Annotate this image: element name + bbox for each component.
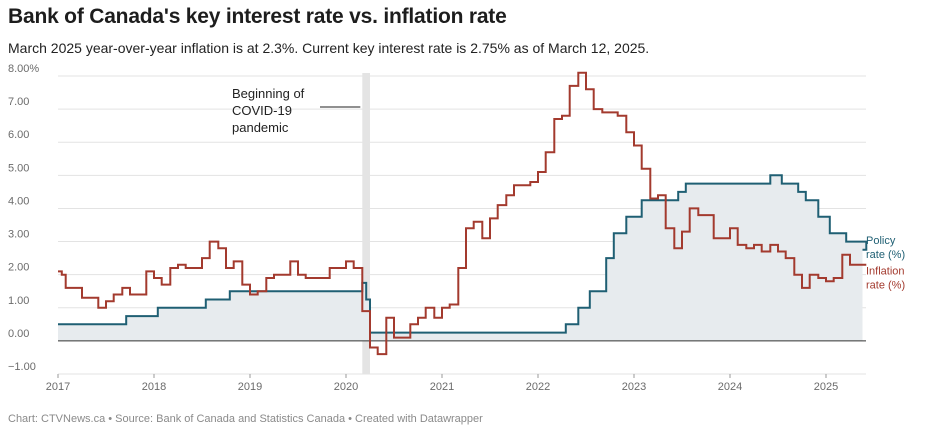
x-tick-label: 2022: [526, 381, 550, 393]
annotation-text: pandemic: [232, 120, 289, 135]
chart-footer: Chart: CTVNews.ca • Source: Bank of Cana…: [8, 413, 483, 425]
y-tick-label: 2.00: [8, 262, 29, 274]
chart-subtitle: March 2025 year-over-year inflation is a…: [8, 40, 650, 56]
chart-title: Bank of Canada's key interest rate vs. i…: [8, 5, 507, 28]
annotation-text: Beginning of: [232, 86, 305, 101]
y-tick-label: 1.00: [8, 295, 29, 307]
inflation-rate-label: Inflation: [866, 266, 905, 278]
policy-rate-fill: [58, 175, 867, 341]
y-axis-ticks: 8.00% 7.00 6.00 5.00 4.00 3.00 2.00 1.00 0.00 −1.…: [8, 63, 39, 373]
y-tick-label: 3.00: [8, 229, 29, 241]
x-tick-label: 2024: [718, 381, 742, 393]
covid-shading: [362, 73, 370, 374]
series-lines: [58, 71, 868, 356]
y-tick-label: −1.00: [8, 361, 36, 373]
policy-rate-label: rate (%): [866, 249, 905, 261]
x-tick-label: 2017: [46, 381, 70, 393]
x-tick-label: 2023: [622, 381, 646, 393]
annotation-text: COVID-19: [232, 103, 292, 118]
y-tick-label: 7.00: [8, 96, 29, 108]
y-tick-label: 5.00: [8, 162, 29, 174]
x-axis-ticks: 2017 2018 2019 2020 2021 2022 2023 2024 2025: [46, 374, 838, 393]
y-tick-label: 4.00: [8, 195, 29, 207]
x-tick-label: 2020: [334, 381, 358, 393]
x-tick-label: 2019: [238, 381, 262, 393]
y-tick-label: 0.00: [8, 328, 29, 340]
x-tick-label: 2018: [142, 381, 166, 393]
x-tick-label: 2021: [430, 381, 454, 393]
covid-annotation: Beginning of COVID-19 pandemic: [232, 86, 361, 135]
policy-rate-area: [58, 175, 867, 341]
inflation-rate-label: rate (%): [866, 280, 905, 292]
policy-rate-line: [58, 174, 868, 334]
covid-band: [362, 73, 370, 374]
policy-rate-label: Policy: [866, 235, 896, 247]
y-tick-label: 6.00: [8, 129, 29, 141]
inflation-rate-line: [58, 71, 867, 356]
series-labels: Policy rate (%) Inflation rate (%): [866, 235, 905, 292]
x-tick-label: 2025: [814, 381, 838, 393]
y-tick-label: 8.00%: [8, 63, 39, 75]
